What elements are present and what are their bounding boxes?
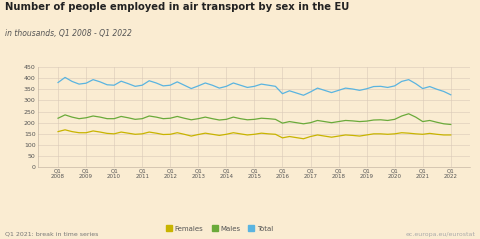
- Text: in thousands, Q1 2008 - Q1 2022: in thousands, Q1 2008 - Q1 2022: [5, 29, 132, 38]
- Text: ec.europa.eu/eurostat: ec.europa.eu/eurostat: [405, 232, 475, 237]
- Text: Q1 2021: break in time series: Q1 2021: break in time series: [5, 232, 98, 237]
- Legend: Females, Males, Total: Females, Males, Total: [164, 223, 276, 235]
- Text: Number of people employed in air transport by sex in the EU: Number of people employed in air transpo…: [5, 2, 349, 12]
